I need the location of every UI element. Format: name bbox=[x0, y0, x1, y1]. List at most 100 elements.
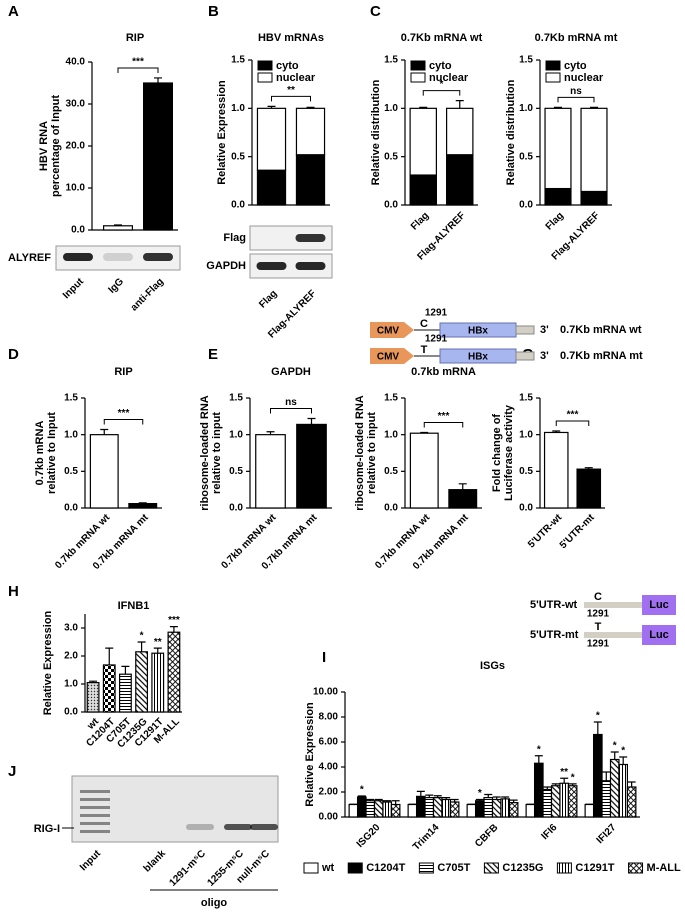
bar bbox=[525, 803, 536, 818]
error-bar bbox=[391, 800, 400, 805]
x-tick-label: Flag bbox=[544, 210, 566, 232]
y-axis-label: relative to Input bbox=[46, 412, 58, 494]
bar bbox=[167, 631, 181, 713]
error-bar bbox=[366, 798, 375, 801]
chart-title: HBV mRNAs bbox=[258, 32, 324, 44]
legend-swatch bbox=[483, 862, 499, 874]
y-tick-label: 10.00 bbox=[313, 687, 338, 698]
y-tick-label: 1.0 bbox=[384, 429, 398, 440]
legend-label: cyto bbox=[276, 60, 299, 72]
bar bbox=[382, 801, 393, 818]
y-tick-label: 0.0 bbox=[519, 200, 533, 211]
y-tick-label: 1.5 bbox=[519, 393, 533, 404]
y-tick-label: 0.5 bbox=[519, 466, 533, 477]
blot-band bbox=[63, 253, 93, 261]
error-bar bbox=[455, 100, 464, 109]
bar bbox=[449, 801, 460, 818]
promoter-arrow bbox=[370, 322, 414, 338]
gene-box bbox=[642, 625, 676, 645]
panel-label: H bbox=[8, 583, 19, 600]
bar bbox=[466, 803, 477, 818]
error-bar bbox=[105, 647, 114, 665]
significance-label: *** bbox=[567, 410, 579, 421]
bar bbox=[567, 785, 578, 818]
promoter-label: CMV bbox=[377, 352, 400, 363]
legend-swatch bbox=[410, 72, 426, 83]
reporter-name: 5'UTR-mt bbox=[530, 629, 579, 641]
bar bbox=[543, 431, 569, 509]
error-bar bbox=[534, 755, 543, 764]
blot-band bbox=[256, 262, 287, 270]
error-bar bbox=[138, 502, 147, 504]
bar bbox=[609, 758, 620, 818]
y-tick-label: 30.0 bbox=[66, 99, 86, 110]
y-tick-label: 1.5 bbox=[64, 393, 78, 404]
bar bbox=[128, 503, 158, 509]
blot-band bbox=[250, 824, 278, 830]
error-bar bbox=[266, 431, 275, 435]
y-tick-label: 10.0 bbox=[66, 183, 86, 194]
legend-swatch bbox=[303, 862, 319, 874]
legend-label: nuclear bbox=[564, 72, 604, 84]
error-bar bbox=[554, 106, 562, 109]
ladder-band bbox=[80, 822, 110, 825]
error-bar bbox=[89, 680, 98, 683]
y-axis-label: percentage of Input bbox=[50, 95, 62, 197]
error-bar bbox=[169, 626, 178, 633]
y-tick-label: 4.00 bbox=[319, 762, 339, 773]
significance-label: ** bbox=[560, 767, 568, 778]
y-tick-label: 0.0 bbox=[64, 707, 78, 718]
bar bbox=[296, 423, 327, 509]
bar bbox=[295, 154, 326, 206]
position-label: 1291 bbox=[587, 639, 610, 650]
legend-label: cyto bbox=[429, 60, 452, 72]
base-label: T bbox=[595, 621, 602, 633]
y-tick-label: 8.00 bbox=[319, 712, 339, 723]
significance-label: ns bbox=[570, 86, 582, 97]
bar bbox=[592, 733, 603, 818]
panel-label: E bbox=[208, 346, 218, 363]
chart-title: 0.7Kb mRNA wt bbox=[401, 32, 483, 44]
significance-bracket bbox=[271, 95, 311, 102]
error-bar bbox=[627, 781, 636, 787]
error-bar bbox=[383, 800, 392, 802]
significance-bracket bbox=[422, 90, 461, 96]
blot-band bbox=[224, 824, 252, 830]
panel-label: B bbox=[208, 3, 219, 20]
bar bbox=[474, 800, 485, 818]
significance-bracket bbox=[557, 96, 595, 103]
legend-swatch bbox=[257, 60, 273, 71]
chart-title: GAPDH bbox=[271, 366, 311, 378]
y-tick-label: 0.0 bbox=[519, 503, 533, 514]
bar bbox=[295, 107, 326, 156]
error-bar bbox=[568, 783, 577, 786]
legend-swatch bbox=[545, 60, 561, 71]
construct-name: 0.7Kb mRNA mt bbox=[560, 350, 643, 362]
blot-row-label: Flag bbox=[223, 232, 246, 244]
error-bar bbox=[619, 756, 628, 765]
bar bbox=[601, 780, 612, 818]
significance-label: * bbox=[140, 631, 144, 642]
significance-label: ** bbox=[287, 85, 295, 96]
significance-label: *** bbox=[132, 57, 144, 68]
y-axis-label: Fold change of bbox=[491, 414, 503, 493]
bar bbox=[559, 782, 570, 818]
error-bar bbox=[357, 795, 366, 797]
bar bbox=[118, 673, 132, 713]
bar bbox=[348, 803, 359, 818]
significance-label: ns bbox=[285, 397, 297, 408]
position-label: 1291 bbox=[425, 334, 448, 345]
panel-label: A bbox=[8, 3, 19, 20]
blot-band bbox=[186, 824, 214, 830]
legend-label: cyto bbox=[564, 60, 587, 72]
legend-label: C1235G bbox=[502, 862, 543, 874]
panel-label: D bbox=[8, 346, 19, 363]
y-tick-label: 1.0 bbox=[229, 429, 243, 440]
bar bbox=[483, 797, 494, 818]
end-label: 3' bbox=[540, 350, 549, 362]
error-bar bbox=[153, 647, 162, 654]
error-bar bbox=[154, 77, 162, 83]
y-axis-label: relative to input bbox=[211, 412, 223, 494]
error-bar bbox=[306, 106, 315, 109]
bar bbox=[89, 434, 119, 509]
